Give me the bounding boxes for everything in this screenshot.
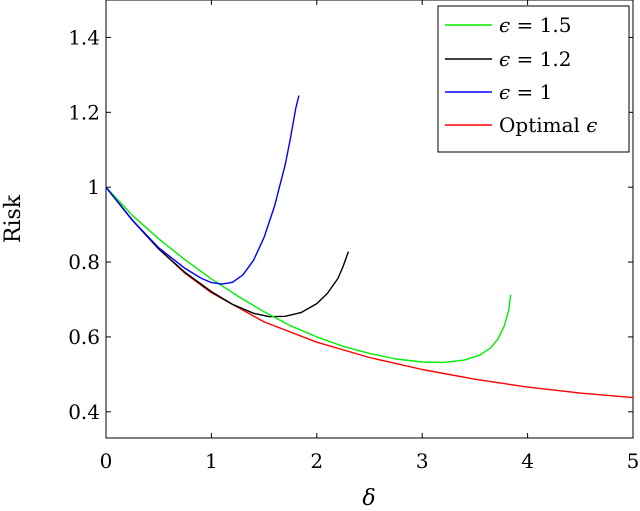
- legend-entry: Optimal ϵ: [499, 113, 597, 137]
- x-tick-label: 4: [521, 449, 534, 473]
- legend-entry: ϵ = 1.2: [499, 47, 571, 71]
- series-line-2: [105, 95, 300, 285]
- x-axis-label: δ: [362, 486, 375, 511]
- legend-epsilon: ϵ: [586, 113, 597, 137]
- series-lines: [105, 95, 634, 399]
- y-tick-label: 0.4: [68, 400, 100, 424]
- series-line-1: [105, 186, 350, 318]
- x-tick-label: 0: [100, 449, 113, 473]
- y-tick-label: 0.6: [68, 325, 100, 349]
- legend-entry: ϵ = 1: [499, 80, 552, 104]
- legend-box: [437, 5, 630, 153]
- legend-value: = 1.2: [510, 47, 571, 71]
- legend-text-prefix: Optimal: [499, 113, 586, 137]
- y-axis-label: Risk: [1, 194, 26, 243]
- y-tick-label: 1: [87, 175, 100, 199]
- y-tick-label: 1.4: [68, 25, 100, 49]
- x-tick-label: 2: [310, 449, 323, 473]
- legend-value: = 1.5: [510, 13, 571, 37]
- x-tick-label: 3: [416, 449, 429, 473]
- x-tick-label: 5: [627, 449, 640, 473]
- x-tick-label: 1: [205, 449, 218, 473]
- legend-epsilon: ϵ: [499, 80, 510, 104]
- y-tick-label: 1.2: [68, 100, 100, 124]
- axis-ticks: 0 1 2 3 4 5 0.4 0.6 0.8 1 1.2 1.4: [68, 0, 639, 473]
- series-line-0: [105, 186, 512, 364]
- legend-epsilon: ϵ: [499, 47, 510, 71]
- series-line-3: [105, 186, 634, 399]
- legend-value: = 1: [510, 80, 552, 104]
- y-tick-label: 0.8: [68, 250, 100, 274]
- legend-epsilon: ϵ: [499, 13, 510, 37]
- legend-entry: ϵ = 1.5: [499, 13, 571, 37]
- plot-area: [105, 0, 634, 439]
